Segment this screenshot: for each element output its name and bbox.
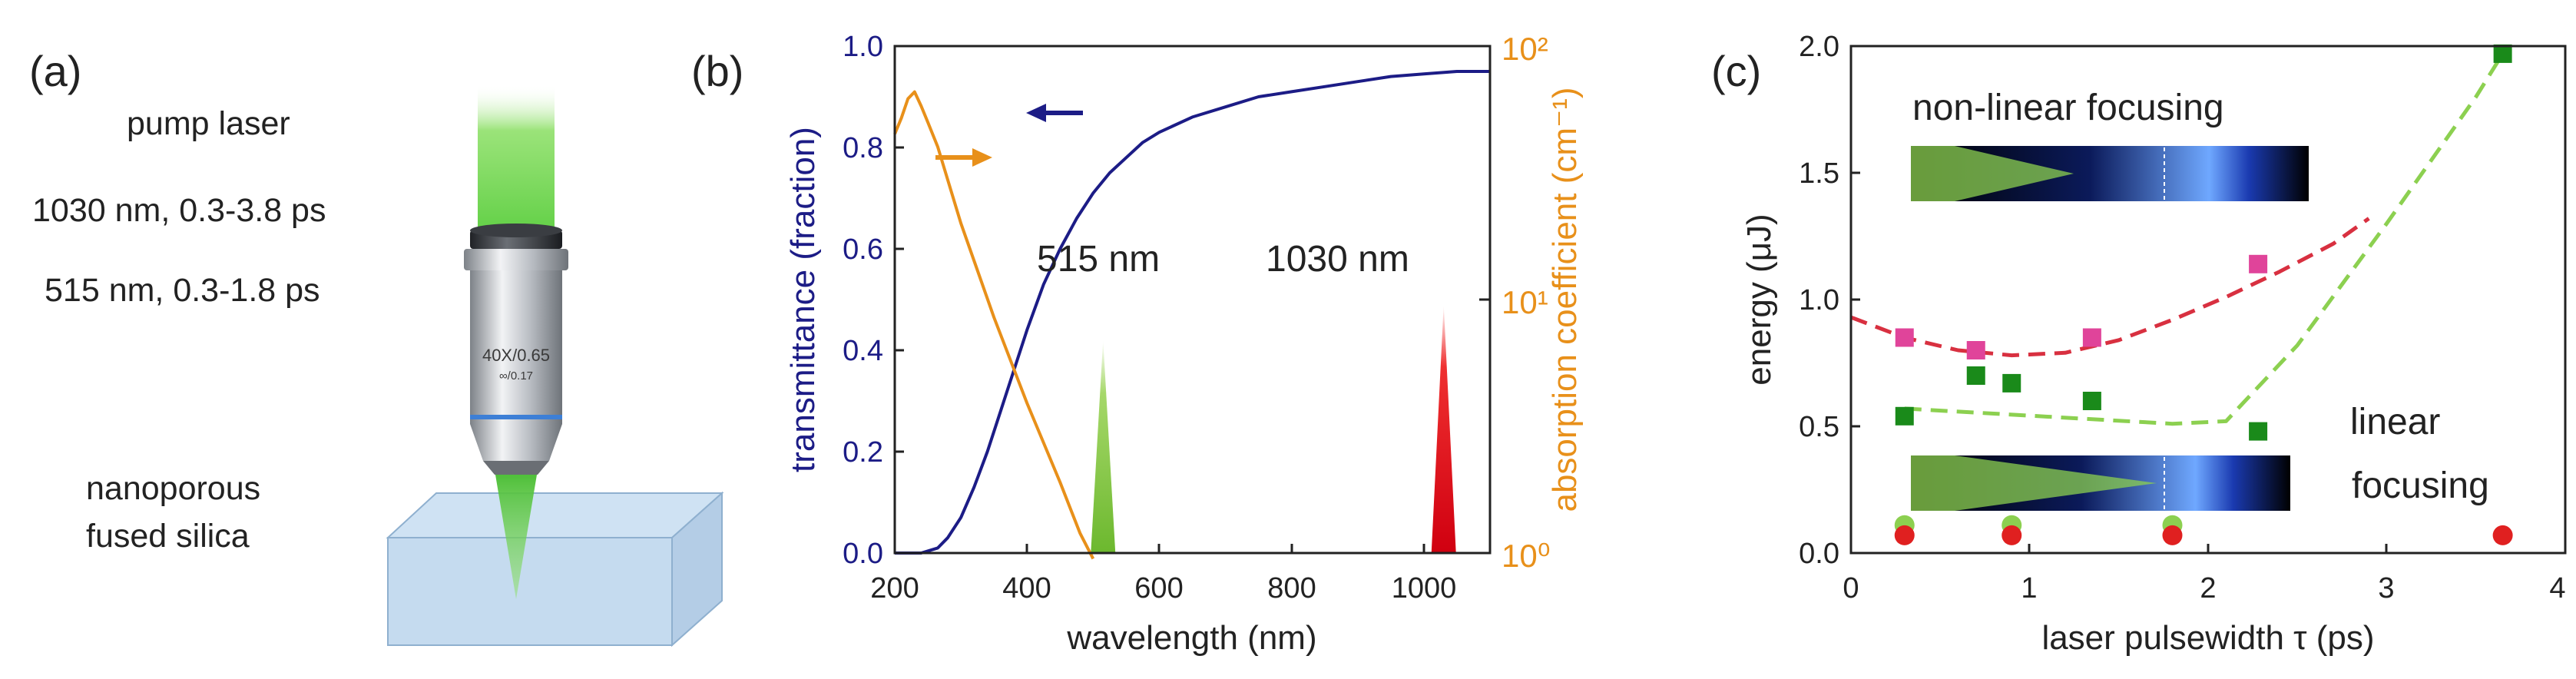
- b-marker-label-1030: 1030 nm: [1266, 239, 1409, 280]
- data-point-square: [1895, 406, 1914, 426]
- panel-b-ticks: [893, 45, 1490, 555]
- b-yaxis-right-title: absorption coefficient (cm⁻¹): [1546, 87, 1584, 512]
- b-xaxis-title: wavelength (nm): [1066, 619, 1316, 657]
- c-xaxis-title: laser pulsewidth τ (ps): [2041, 619, 2374, 657]
- data-point-square: [1966, 366, 1985, 385]
- panel-b-plot: [893, 70, 1490, 560]
- data-point-square: [2002, 373, 2021, 392]
- data-point-circle: [2162, 525, 2183, 545]
- data-point-square: [1966, 341, 1985, 359]
- b-xtick-label: 1000: [1392, 572, 1457, 604]
- sample-label-line1: nanoporous: [86, 470, 260, 507]
- wavelength-marker-515-nm: [1091, 340, 1116, 553]
- b-ytick-label: 0.8: [843, 132, 883, 164]
- data-point-square: [1895, 328, 1914, 347]
- b-arrow-right-axis: [935, 148, 992, 167]
- b-xtick-label: 800: [1267, 572, 1316, 604]
- non-linear-fit-dashed-line: [1850, 217, 2370, 358]
- b-ytick-label: 0.4: [843, 335, 883, 367]
- c-annotation-linear: linear: [2350, 402, 2440, 442]
- b-xtick-label: 200: [870, 572, 919, 604]
- data-point-square: [2082, 328, 2101, 347]
- sample-label-line2: fused silica: [86, 518, 250, 555]
- c-xtick-label: 3: [2378, 572, 2394, 604]
- b-ytick-label: 0.6: [843, 234, 883, 266]
- b-ytick-right-label: 10²: [1502, 31, 1548, 67]
- panel-c-ticks: [1849, 45, 2567, 555]
- laser-1030-text: 1030 nm, 0.3-3.8 ps: [32, 192, 326, 229]
- panel-a: (a) pump laser 1030 nm, 0.3-3.8 ps 515 n…: [29, 47, 724, 648]
- data-point-circle: [2492, 525, 2513, 545]
- c-xtick-label: 1: [2021, 572, 2037, 604]
- b-xtick-label: 600: [1134, 572, 1183, 604]
- data-point-circle: [2002, 525, 2022, 545]
- b-marker-label-515: 515 nm: [1037, 239, 1160, 280]
- b-xtick-label: 400: [1002, 572, 1051, 604]
- inset-nonlinear-focusing: [1911, 146, 2309, 201]
- b-arrow-left-axis: [1026, 104, 1083, 122]
- data-point-square: [2249, 422, 2268, 441]
- panel-a-label: (a): [29, 47, 81, 95]
- b-ytick-right-label: 10⁰: [1502, 538, 1551, 574]
- panel-b-label: (b): [691, 47, 743, 95]
- objective-coverslip-text: ∞/0.17: [499, 369, 533, 383]
- laser-beam: [478, 84, 555, 238]
- c-yaxis-title: energy (μJ): [1740, 214, 1778, 385]
- objective-magnification-text: 40X/0.65: [482, 346, 550, 365]
- c-annotation-nonlinear: non-linear focusing: [1912, 88, 2224, 128]
- panel-b-frame: [893, 45, 1492, 555]
- panel-b: (b) 200 400 600 800 1000 0.0 0.2 0.: [691, 31, 1584, 657]
- c-ytick-label: 0.5: [1799, 411, 1839, 443]
- wavelength-marker-1030-nm: [1431, 304, 1456, 553]
- data-point-square: [2493, 44, 2512, 63]
- laser-515-text: 515 nm, 0.3-1.8 ps: [45, 272, 320, 309]
- panel-c-label: (c): [1711, 47, 1761, 95]
- c-xtick-label: 0: [1843, 572, 1859, 604]
- b-ytick-label: 1.0: [843, 31, 883, 63]
- data-point-circle: [1894, 525, 1915, 545]
- c-xtick-label: 2: [2200, 572, 2216, 604]
- focus-cone: [495, 475, 537, 599]
- transmittance-line: [895, 70, 1490, 555]
- b-ytick-right-label: 10¹: [1502, 284, 1548, 320]
- b-ytick-label: 0.0: [843, 538, 883, 570]
- c-ytick-label: 1.0: [1799, 284, 1839, 316]
- c-xtick-label: 4: [2549, 572, 2565, 604]
- panel-c: (c) non-linear focusing linear focusing: [1711, 31, 2567, 657]
- c-ytick-label: 0.0: [1799, 538, 1839, 570]
- objective-lens: 40X/0.65 ∞/0.17: [464, 224, 568, 475]
- fused-silica-block: [386, 491, 724, 648]
- c-annotation-focusing: focusing: [2352, 465, 2489, 506]
- panel-c-plot: [1850, 44, 2513, 545]
- linear-fit-dashed-line: [1904, 52, 2505, 426]
- b-ytick-label: 0.2: [843, 436, 883, 469]
- absorption-coefficient-line: [893, 90, 1095, 560]
- c-ytick-label: 2.0: [1799, 31, 1839, 63]
- inset-linear-focusing: [1911, 455, 2290, 511]
- c-ytick-label: 1.5: [1799, 157, 1839, 190]
- data-point-square: [2082, 392, 2101, 410]
- data-point-square: [2249, 254, 2268, 273]
- pump-laser-text: pump laser: [127, 105, 290, 142]
- b-yaxis-title: transmittance (fraction): [784, 127, 822, 472]
